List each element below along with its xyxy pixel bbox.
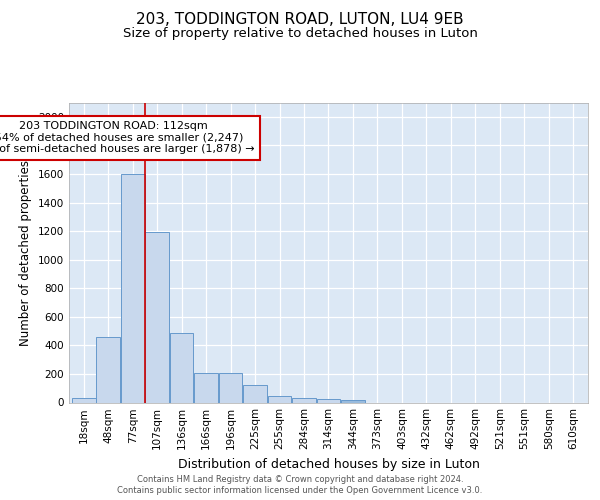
Bar [72,398,95,402]
Bar [317,399,340,402]
Bar [268,396,292,402]
Bar [145,232,169,402]
Bar [194,372,218,402]
Text: Size of property relative to detached houses in Luton: Size of property relative to detached ho… [122,27,478,40]
Bar [341,400,365,402]
Bar [292,398,316,402]
X-axis label: Distribution of detached houses by size in Luton: Distribution of detached houses by size … [178,458,479,471]
Bar [219,372,242,402]
Text: Contains HM Land Registry data © Crown copyright and database right 2024.
Contai: Contains HM Land Registry data © Crown c… [118,476,482,494]
Bar [170,332,193,402]
Text: 203 TODDINGTON ROAD: 112sqm
← 54% of detached houses are smaller (2,247)
45% of : 203 TODDINGTON ROAD: 112sqm ← 54% of det… [0,121,255,154]
Text: 203, TODDINGTON ROAD, LUTON, LU4 9EB: 203, TODDINGTON ROAD, LUTON, LU4 9EB [136,12,464,28]
Bar [96,337,120,402]
Bar [121,174,145,402]
Y-axis label: Number of detached properties: Number of detached properties [19,160,32,346]
Bar [243,384,267,402]
